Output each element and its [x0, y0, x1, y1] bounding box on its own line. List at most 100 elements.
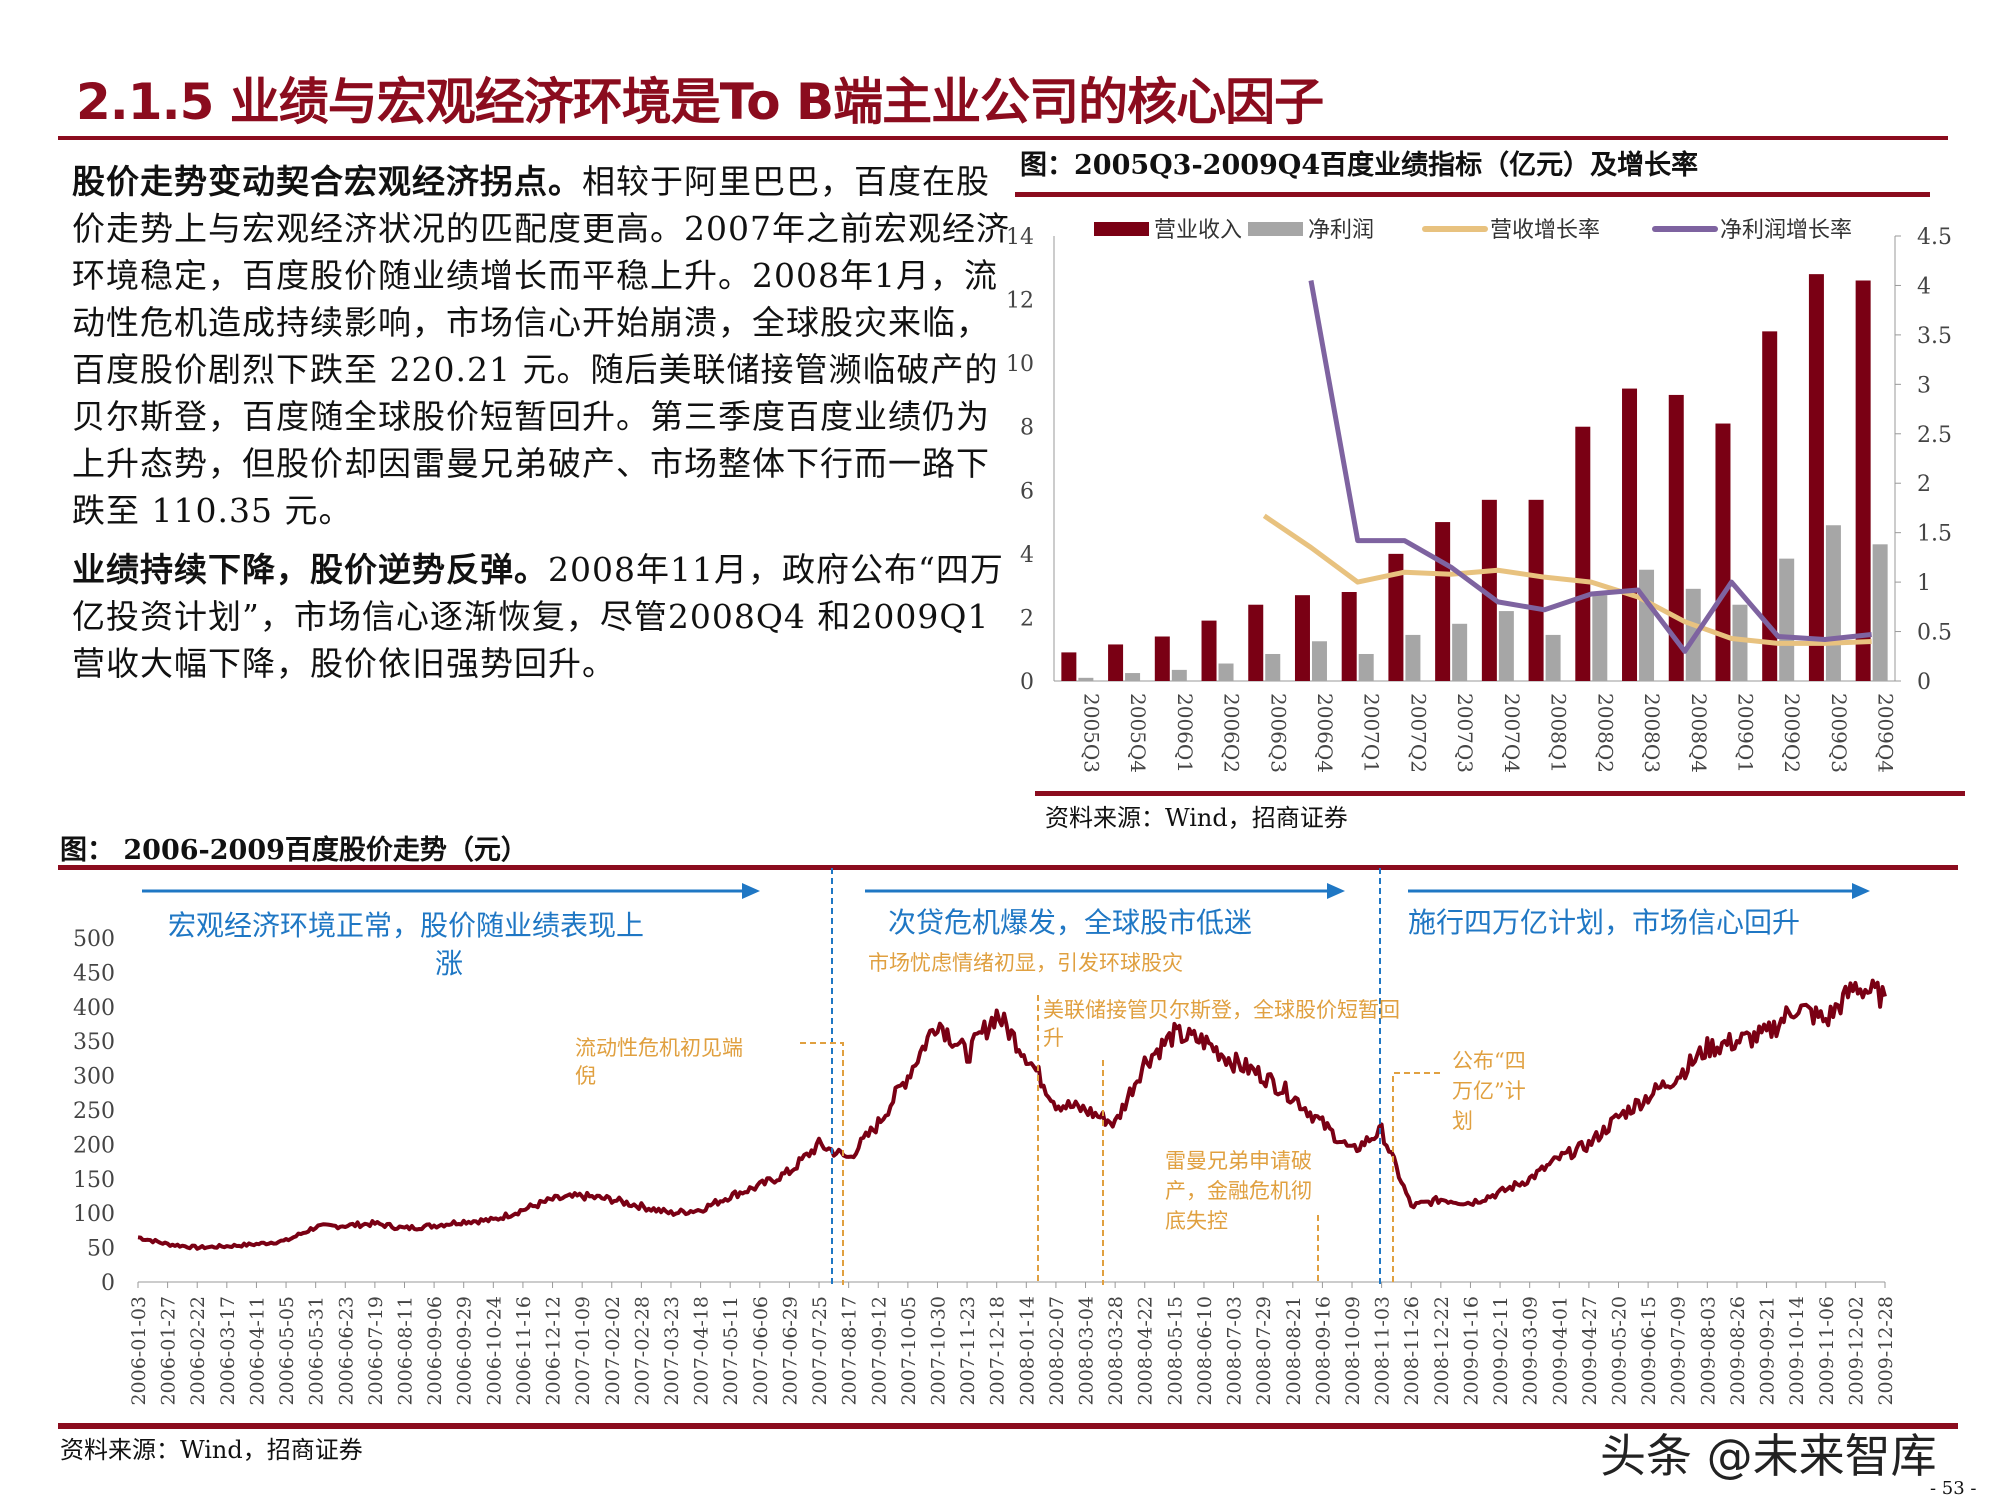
x-tick-label: 2009-07-09	[1668, 1296, 1690, 1406]
x-tick-label: 2006-06-23	[335, 1296, 357, 1406]
x-tick-label: 2007-09-12	[868, 1296, 890, 1406]
profit-growth-line	[1308, 280, 1872, 654]
x-tick-label: 2009-12-02	[1845, 1296, 1867, 1406]
x-tick-label: 2009-03-09	[1520, 1296, 1542, 1406]
x-tick-label: 2008-11-26	[1401, 1296, 1423, 1406]
x-tick-label: 2006-02-22	[187, 1296, 209, 1406]
annotation: 升	[1043, 1026, 1064, 1050]
annotation: 划	[1452, 1109, 1473, 1133]
profit-bar	[1078, 677, 1094, 681]
y2-tick-label: 4	[1917, 274, 1931, 299]
revenue-bar	[1855, 280, 1871, 681]
x-tick-label: 2008-07-03	[1224, 1296, 1246, 1406]
x-tick-label: 2008-02-07	[1046, 1296, 1068, 1406]
x-tick-label: 2005Q4	[1126, 693, 1150, 773]
paragraph-lead: 业绩持续下降，股价逆势反弹。	[72, 550, 548, 589]
paragraph-lead: 股价走势变动契合宏观经济拐点。	[72, 162, 582, 201]
annotation: 雷曼兄弟申请破	[1165, 1149, 1312, 1173]
profit-bar	[1872, 544, 1888, 681]
annotation: 万亿”计	[1452, 1079, 1526, 1103]
paragraph-body: 2008年11月，政府公布“四万亿投资计划”，市场信心逐渐恢复，尽管2008Q4…	[72, 550, 1004, 683]
title-rule	[58, 136, 1948, 140]
x-tick-label: 2006-10-24	[483, 1296, 505, 1406]
phase-label: 涨	[435, 947, 463, 980]
x-tick-label: 2008Q1	[1547, 693, 1571, 773]
legend-swatch	[1248, 222, 1303, 236]
x-tick-label: 2007-04-18	[691, 1296, 713, 1406]
x-tick-label: 2006Q3	[1266, 693, 1290, 773]
x-tick-label: 2008-06-10	[1194, 1296, 1216, 1406]
revenue-bar	[1622, 388, 1638, 681]
y-tick-label: 350	[73, 1030, 115, 1055]
x-tick-label: 2006-07-19	[365, 1296, 387, 1406]
x-tick-label: 2009-10-14	[1786, 1296, 1808, 1406]
y-tick-label: 50	[87, 1237, 115, 1262]
y-tick-label: 6	[1020, 479, 1034, 504]
revenue-bar	[1061, 652, 1077, 681]
y-tick-label: 10	[1006, 352, 1034, 377]
revenue-bar	[1528, 499, 1544, 681]
x-tick-label: 2007-01-09	[572, 1296, 594, 1406]
profit-bar	[1779, 558, 1795, 681]
x-tick-label: 2009-08-26	[1727, 1296, 1749, 1406]
x-tick-label: 2009Q4	[1874, 693, 1898, 773]
y-tick-label: 250	[73, 1099, 115, 1124]
revenue-bar	[1808, 274, 1824, 681]
x-tick-label: 2009Q1	[1733, 693, 1757, 773]
x-tick-label: 2007Q4	[1500, 693, 1524, 773]
x-tick-label: 2006-11-16	[513, 1296, 535, 1406]
x-tick-label: 2007Q3	[1453, 693, 1477, 773]
x-tick-label: 2007Q1	[1360, 693, 1384, 773]
stock-chart-title: 图： 2006-2009百度股价走势（元）	[60, 835, 528, 866]
y-tick-label: 500	[73, 927, 115, 952]
profit-bar	[1358, 653, 1374, 681]
y2-tick-label: 1	[1917, 571, 1931, 596]
x-tick-label: 2008-09-16	[1312, 1296, 1334, 1406]
y-tick-label: 0	[1020, 670, 1034, 695]
y2-tick-label: 4.5	[1917, 225, 1952, 250]
x-tick-label: 2008-07-29	[1253, 1296, 1275, 1406]
body-text: 股价走势变动契合宏观经济拐点。相较于阿里巴巴，百度在股价走势上与宏观经济状况的匹…	[72, 158, 1012, 699]
x-tick-label: 2006-05-31	[306, 1296, 328, 1406]
x-tick-label: 2008-03-28	[1105, 1296, 1127, 1406]
bar-chart-bottom-rule	[1035, 791, 1965, 796]
x-tick-label: 2008-01-14	[1016, 1296, 1038, 1406]
phase-label: 施行四万亿计划，市场信心回升	[1408, 906, 1800, 939]
revenue-growth-line	[1262, 513, 1872, 646]
x-tick-label: 2007-05-11	[720, 1296, 742, 1406]
x-tick-label: 2007-02-02	[602, 1296, 624, 1406]
annotation-leader	[800, 1042, 844, 1285]
annotation: 市场忧虑情绪初显，引发环球股灾	[868, 951, 1183, 975]
bar-chart-source: 资料来源：Wind，招商证券	[1045, 804, 1348, 832]
y-tick-label: 12	[1006, 289, 1034, 314]
paragraph: 股价走势变动契合宏观经济拐点。相较于阿里巴巴，百度在股价走势上与宏观经济状况的匹…	[72, 158, 1012, 534]
y-tick-label: 300	[73, 1065, 115, 1090]
x-tick-label: 2008Q2	[1593, 693, 1617, 773]
x-tick-label: 2005Q3	[1079, 693, 1103, 773]
x-tick-label: 2009-08-03	[1697, 1296, 1719, 1406]
x-tick-label: 2007-06-29	[779, 1296, 801, 1406]
page-number: - 53 -	[1930, 1478, 1977, 1499]
profit-bar	[1592, 595, 1608, 681]
x-tick-label: 2007-10-30	[927, 1296, 949, 1406]
x-tick-label: 2008-12-22	[1431, 1296, 1453, 1406]
x-tick-label: 2009-02-11	[1490, 1296, 1512, 1406]
y-tick-label: 14	[1006, 225, 1034, 250]
x-tick-label: 2008-08-21	[1283, 1296, 1305, 1406]
profit-bar	[1452, 623, 1468, 681]
arrow-head-icon	[742, 883, 760, 899]
x-tick-label: 2008Q4	[1687, 693, 1711, 773]
y-tick-label: 4	[1020, 543, 1034, 568]
stock-chart-source: 资料来源：Wind，招商证券	[60, 1436, 363, 1464]
x-tick-label: 2008-05-15	[1164, 1296, 1186, 1406]
bar-chart-rule	[1015, 192, 1930, 197]
y2-tick-label: 0.5	[1917, 621, 1952, 646]
revenue-bar	[1575, 426, 1591, 681]
x-tick-label: 2007-12-18	[987, 1296, 1009, 1406]
arrow-head-icon	[1327, 883, 1345, 899]
annotation-leader	[1392, 1072, 1440, 1285]
revenue-bar	[1108, 644, 1124, 681]
y-tick-label: 450	[73, 961, 115, 986]
x-tick-label: 2006-03-17	[217, 1296, 239, 1406]
